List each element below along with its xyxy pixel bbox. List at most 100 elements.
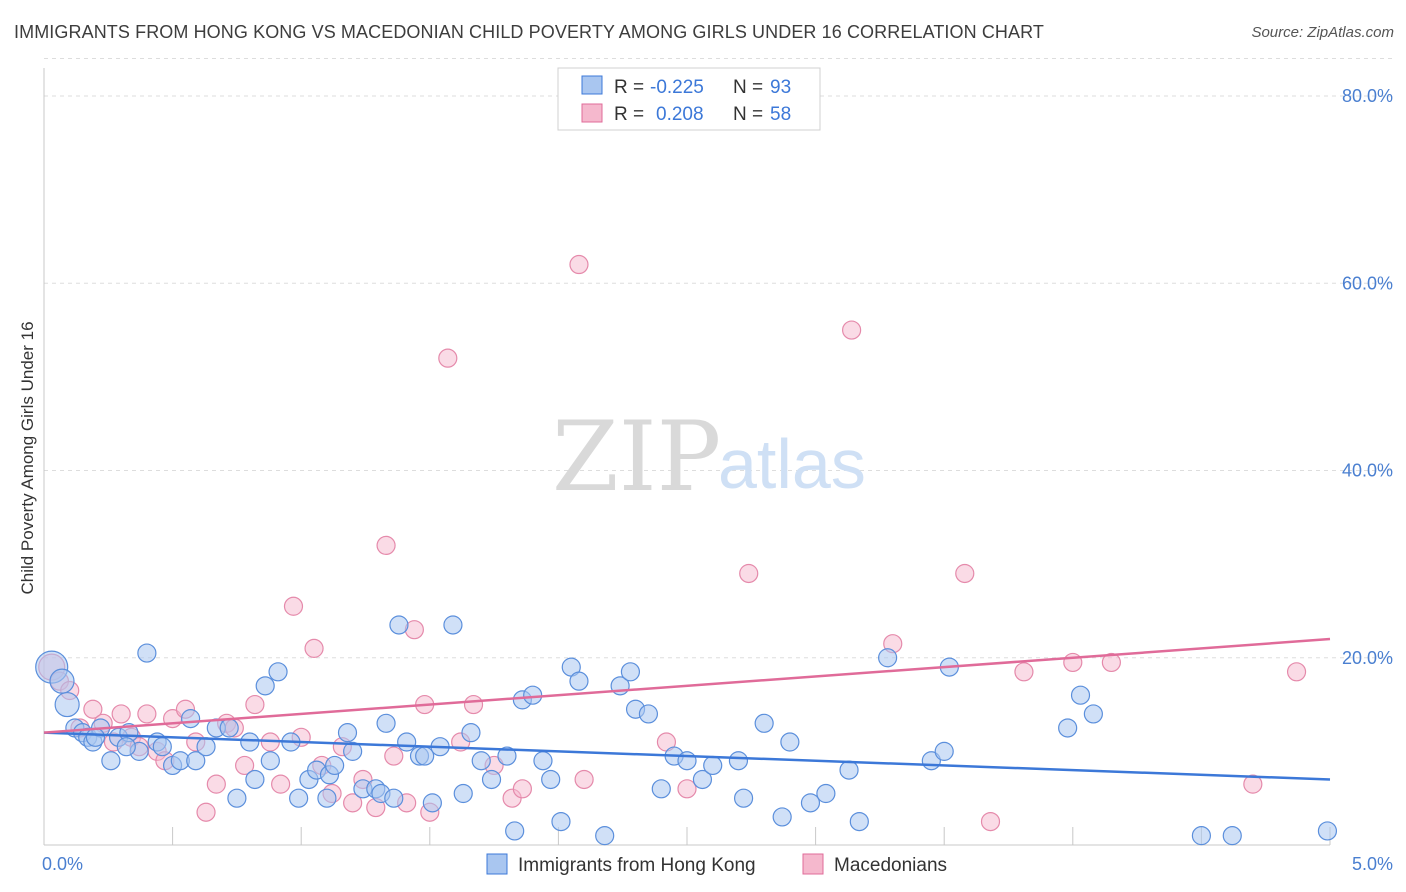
macedonians-point-17 <box>206 774 226 794</box>
hong-kong-point-45 <box>422 793 442 813</box>
hong-kong-point-28 <box>289 788 309 808</box>
hong-kong-point-17 <box>186 751 206 771</box>
y-tick-label-3: 80.0% <box>1342 86 1393 106</box>
hong-kong-point-21 <box>227 788 247 808</box>
hong-kong-point-88 <box>1222 826 1242 846</box>
hong-kong-point-85 <box>1070 685 1091 705</box>
macedonians-point-49 <box>739 563 759 584</box>
hong-kong-point-61 <box>595 826 615 846</box>
macedonians-point-20 <box>235 755 255 776</box>
macedonians-point-41 <box>463 694 484 715</box>
macedonians-point-44 <box>512 779 532 799</box>
hong-kong-trend-line <box>43 731 1331 781</box>
macedonians-point-10 <box>137 704 157 724</box>
stats-n-value-pink: 58 <box>770 104 791 125</box>
macedonians-point-53 <box>980 811 1001 832</box>
hong-kong-point-20 <box>219 718 239 738</box>
stats-pink-swatch <box>581 103 603 123</box>
hong-kong-point-78 <box>839 760 859 780</box>
hong-kong-point-65 <box>638 704 659 724</box>
axes <box>43 68 1331 846</box>
hong-kong-point-86 <box>1083 704 1103 724</box>
hong-kong-point-52 <box>497 746 517 766</box>
stats-n-value-blue: 93 <box>770 77 791 98</box>
hong-kong-point-35 <box>343 741 363 761</box>
y-tick-labels: 20.0% 40.0% 60.0% 80.0% <box>1342 86 1393 668</box>
hong-kong-point-77 <box>816 783 836 804</box>
macedonians-point-33 <box>376 535 396 556</box>
hong-kong-point-71 <box>728 751 749 771</box>
stats-r-label-blue: R = <box>614 77 644 98</box>
y-tick-label-1: 40.0% <box>1342 461 1393 481</box>
hong-kong-points <box>35 615 1338 846</box>
hong-kong-point-47 <box>443 615 463 635</box>
watermark-atlas: atlas <box>718 425 866 503</box>
x-tick-label-1: 5.0% <box>1352 854 1393 874</box>
hong-kong-point-57 <box>541 769 561 790</box>
macedonians-point-23 <box>271 774 291 794</box>
watermark-zip: ZIP <box>552 401 721 513</box>
hong-kong-point-31 <box>317 788 337 808</box>
hong-kong-point-55 <box>523 685 543 705</box>
macedonians-point-57 <box>1243 774 1263 794</box>
hong-kong-point-91 <box>116 737 136 757</box>
hong-kong-point-26 <box>268 662 288 682</box>
stats-r-value-pink: 0.208 <box>656 104 704 125</box>
x-tick-labels: 0.0% 5.0% <box>42 854 1393 874</box>
hong-kong-point-87 <box>1191 826 1212 846</box>
hong-kong-point-89 <box>1317 821 1338 841</box>
hong-kong-point-90 <box>85 727 106 747</box>
hong-kong-point-80 <box>878 648 898 668</box>
hong-kong-point-79 <box>849 811 869 832</box>
x-tick-label-0: 0.0% <box>42 854 83 874</box>
hong-kong-point-82 <box>934 741 954 761</box>
hong-kong-point-75 <box>780 732 800 752</box>
hong-kong-point-53 <box>505 821 525 841</box>
hong-kong-point-49 <box>461 723 481 743</box>
legend: Immigrants from Hong Kong Macedonians <box>486 853 947 876</box>
macedonians-point-34 <box>384 746 404 766</box>
hong-kong-point-66 <box>651 779 671 799</box>
y-tick-label-0: 20.0% <box>1342 648 1393 668</box>
macedonians-point-58 <box>1286 662 1307 682</box>
macedonians-point-46 <box>574 769 594 790</box>
macedonians-points <box>38 254 1307 832</box>
hong-kong-point-33 <box>325 755 345 776</box>
hong-kong-point-50 <box>471 751 491 771</box>
macedonians-point-54 <box>1014 662 1034 682</box>
macedonians-point-48 <box>677 779 697 799</box>
hong-kong-point-92 <box>152 737 172 757</box>
macedonians-point-52 <box>955 563 975 584</box>
hong-kong-point-51 <box>481 769 502 790</box>
legend-swatch-macedonians <box>802 853 824 875</box>
macedonians-point-16 <box>196 802 216 822</box>
macedonians-point-39 <box>438 348 458 368</box>
gridlines <box>44 58 1392 659</box>
hong-kong-point-22 <box>240 732 260 752</box>
stats-blue-swatch <box>581 75 603 95</box>
chart-title: IMMIGRANTS FROM HONG KONG VS MACEDONIAN … <box>14 22 1045 42</box>
source-credit: Source: ZipAtlas.com <box>1251 24 1394 41</box>
macedonians-point-50 <box>842 320 862 340</box>
trend-lines <box>43 637 1331 781</box>
hong-kong-point-24 <box>255 676 275 696</box>
hong-kong-point-74 <box>772 807 792 827</box>
hong-kong-point-2 <box>54 691 80 718</box>
hong-kong-point-72 <box>733 788 754 808</box>
hong-kong-point-1 <box>49 668 75 694</box>
macedonians-point-7 <box>111 704 131 724</box>
stats-n-label-pink: N = <box>733 104 763 125</box>
hong-kong-point-39 <box>376 713 396 733</box>
hong-kong-point-69 <box>692 769 713 790</box>
hong-kong-point-16 <box>181 709 201 729</box>
hong-kong-point-8 <box>101 751 121 771</box>
hong-kong-point-23 <box>245 769 265 790</box>
hong-kong-point-70 <box>703 755 723 776</box>
hong-kong-point-40 <box>384 788 404 808</box>
hong-kong-point-76 <box>800 793 821 813</box>
hong-kong-point-12 <box>137 643 157 663</box>
macedonians-point-4 <box>83 699 103 719</box>
stats-r-value-blue: -0.225 <box>650 77 704 98</box>
stats-n-label-blue: N = <box>733 77 763 98</box>
macedonians-point-26 <box>304 638 324 658</box>
